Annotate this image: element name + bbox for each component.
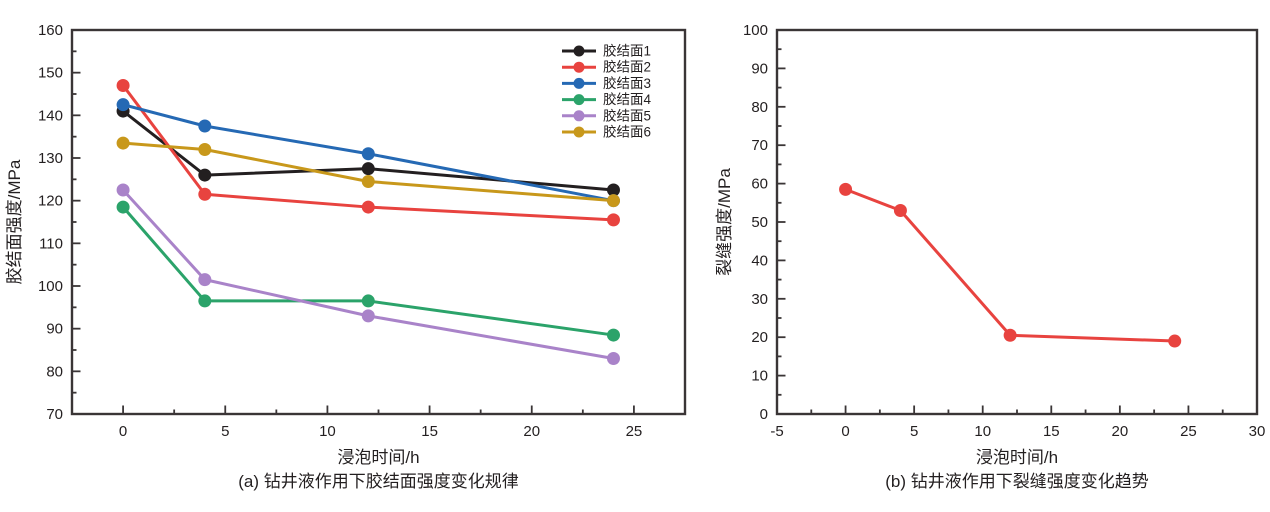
y-tick-label: 130: [38, 150, 63, 167]
y-tick-label: 110: [39, 235, 63, 252]
series-line-1: [844, 187, 1177, 343]
chart-a-caption: (a) 钻井液作用下胶结面强度变化规律: [238, 472, 519, 491]
x-tick-label: 0: [841, 423, 849, 440]
data-point: [361, 174, 375, 188]
series-line-4: [121, 205, 615, 337]
legend-swatch-dot: [573, 94, 585, 106]
x-tick-label: 5: [910, 423, 918, 440]
legend-swatch-dot: [573, 126, 585, 138]
data-point: [361, 162, 375, 176]
y-tick-label: 60: [751, 176, 768, 193]
data-point: [116, 136, 130, 150]
y-tick-label: 20: [751, 329, 768, 346]
y-tick-label: 80: [751, 99, 768, 116]
data-point: [893, 203, 907, 217]
data-point: [198, 273, 212, 287]
x-tick-label: 10: [974, 423, 991, 440]
series-line-6: [121, 141, 615, 203]
y-tick-label: 50: [751, 214, 768, 231]
x-tick-label: 20: [523, 423, 540, 440]
y-tick-label: 90: [751, 60, 768, 77]
data-point: [606, 213, 620, 227]
y-tick-label: 10: [751, 368, 768, 385]
y-axis-title: 裂缝强度/MPa: [715, 168, 734, 276]
data-point: [1168, 334, 1182, 348]
legend-swatch-dot: [573, 77, 585, 89]
data-point: [606, 183, 620, 197]
legend-label: 胶结面5: [603, 107, 651, 123]
y-tick-label: 100: [38, 278, 63, 295]
data-point: [116, 183, 130, 197]
x-tick-label: -5: [770, 423, 783, 440]
x-axis-title: 浸泡时间/h: [337, 448, 419, 467]
y-tick-label: 70: [751, 137, 768, 154]
y-tick-label: 160: [38, 22, 63, 39]
series-line-5: [121, 188, 615, 361]
data-point: [606, 352, 620, 366]
chart-a-canvas: 0 5 10 15 20 25 70 80 90 100 110 120 130 140 150 160 浸泡时…: [5, 22, 687, 467]
series-line-1: [121, 109, 615, 192]
legend-label: 胶结面2: [603, 59, 651, 75]
legend-swatch-dot: [573, 61, 585, 73]
data-point: [116, 78, 130, 92]
data-point: [1003, 328, 1017, 342]
x-tick-label: 0: [119, 423, 127, 440]
data-point: [606, 328, 620, 342]
y-tick-label: 90: [46, 321, 63, 338]
y-tick-label: 120: [38, 193, 63, 210]
legend-label: 胶结面6: [603, 124, 651, 140]
data-point: [606, 194, 620, 208]
data-point: [198, 294, 212, 308]
y-tick-label: 30: [751, 291, 768, 308]
data-point: [198, 119, 212, 133]
y-axis-title: 胶结面强度/MPa: [5, 159, 24, 284]
x-tick-label: 10: [319, 423, 336, 440]
y-tick-label: 150: [38, 65, 63, 82]
y-tick-label: 0: [760, 406, 768, 423]
x-axis-title: 浸泡时间/h: [976, 448, 1058, 467]
legend-label: 胶结面4: [603, 91, 651, 107]
data-point: [361, 200, 375, 214]
data-point: [361, 147, 375, 161]
x-tick-label: 15: [421, 423, 438, 440]
legend-label: 胶结面1: [603, 43, 651, 59]
y-tick-label: 100: [743, 22, 768, 39]
legend-swatch-dot: [573, 45, 585, 57]
y-tick-label: 40: [751, 252, 768, 269]
y-tick-label: 80: [46, 363, 63, 380]
series-line-3: [121, 103, 615, 203]
x-tick-label: 30: [1249, 423, 1266, 440]
legend-label: 胶结面3: [603, 75, 651, 91]
x-tick-label: 25: [1180, 423, 1197, 440]
x-tick-label: 25: [626, 423, 643, 440]
x-tick-label: 5: [221, 423, 229, 440]
y-tick-label: 140: [38, 107, 63, 124]
chart-b-caption: (b) 钻井液作用下裂缝强度变化趋势: [885, 472, 1149, 491]
plot-border: [70, 28, 687, 416]
x-tick-label: 20: [1112, 423, 1129, 440]
data-point: [198, 187, 212, 201]
plot-border: [775, 28, 1259, 416]
legend-swatch-dot: [573, 110, 585, 122]
data-point: [198, 142, 212, 156]
data-point: [361, 309, 375, 323]
data-point: [198, 168, 212, 182]
data-point: [839, 182, 853, 196]
data-point: [361, 294, 375, 308]
x-tick-label: 15: [1043, 423, 1060, 440]
data-point: [116, 98, 130, 112]
y-tick-label: 70: [46, 406, 63, 423]
data-point: [116, 200, 130, 214]
chart-b-canvas: -5 0 5 10 15 20 25 300102030405060708090100浸泡时间…: [715, 22, 1266, 467]
series-line-2: [121, 83, 615, 222]
